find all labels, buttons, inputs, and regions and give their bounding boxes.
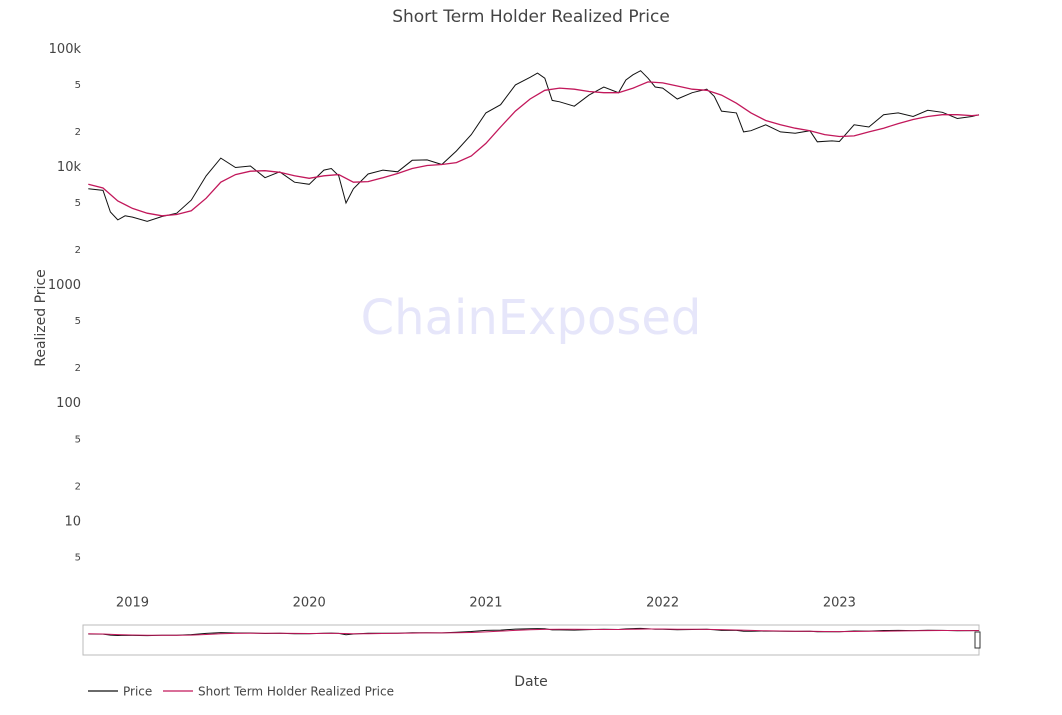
range-slider-handle[interactable] [974, 631, 981, 649]
x-tick-label: 2023 [823, 596, 856, 611]
y-tick-label: 5 [75, 198, 81, 209]
legend-label: Short Term Holder Realized Price [198, 685, 394, 699]
y-tick-label: 5 [75, 434, 81, 445]
y-axis-title: Realized Price [33, 269, 49, 367]
x-tick-label: 2022 [646, 596, 679, 611]
y-tick-label: 5 [75, 80, 81, 91]
y-tick-label: 1000 [48, 278, 81, 293]
watermark: ChainExposed [361, 290, 702, 346]
y-tick-label: 2 [75, 481, 81, 492]
y-tick-label: 2 [75, 245, 81, 256]
y-tick-label: 5 [75, 552, 81, 563]
chart-title: Short Term Holder Realized Price [392, 7, 670, 27]
y-tick-label: 10k [57, 160, 82, 175]
x-tick-label: 2019 [116, 596, 149, 611]
range-slider-line [88, 628, 980, 636]
x-axis-title: Date [514, 674, 547, 690]
x-tick-label: 2021 [469, 596, 502, 611]
y-tick-label: 2 [75, 363, 81, 374]
y-tick-label: 5 [75, 316, 81, 327]
y-tick-label: 2 [75, 127, 81, 138]
y-tick-label: 100 [56, 396, 81, 411]
y-tick-label: 10 [64, 514, 81, 529]
series-line [88, 81, 980, 217]
series-line [88, 70, 980, 222]
legend-label: Price [123, 685, 152, 699]
y-tick-label: 100k [49, 42, 82, 57]
x-tick-label: 2020 [293, 596, 326, 611]
